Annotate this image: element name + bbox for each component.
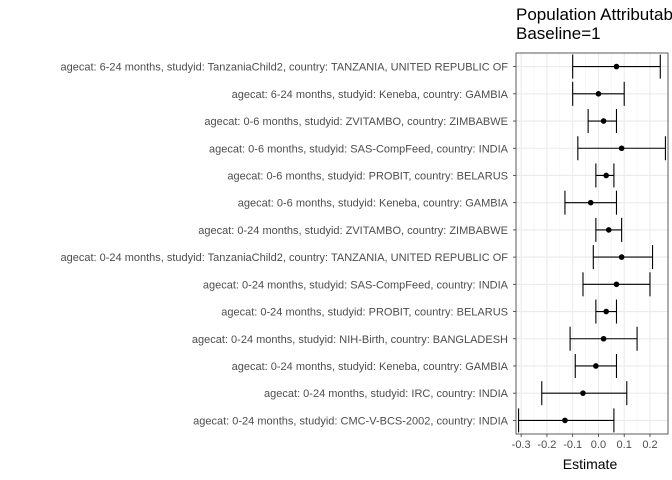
row-label: agecat: 0-24 months, studyid: ZVITAMBO, … <box>198 225 508 237</box>
point-estimate <box>618 145 625 152</box>
forest-row: agecat: 0-24 months, studyid: IRC, count… <box>264 381 628 406</box>
x-axis: -0.3 -0.2 -0.1 0.0 0.1 0.2 <box>512 434 658 451</box>
row-label: agecat: 0-6 months, studyid: PROBIT, cou… <box>227 170 508 182</box>
row-label: agecat: 0-6 months, studyid: SAS-CompFee… <box>209 143 509 155</box>
forest-row: agecat: 0-24 months, studyid: NIH-Birth,… <box>192 326 638 351</box>
point-estimate <box>587 199 594 206</box>
point-estimate <box>613 63 620 70</box>
point-estimate <box>580 390 586 396</box>
x-tick-label: -0.2 <box>537 439 556 451</box>
x-axis-title: Estimate <box>563 456 618 472</box>
row-label: agecat: 0-24 months, studyid: TanzaniaCh… <box>60 252 508 264</box>
point-estimate <box>600 118 607 124</box>
row-label: agecat: 0-6 months, studyid: ZVITAMBO, c… <box>204 116 508 128</box>
row-label: agecat: 6-24 months, studyid: TanzaniaCh… <box>60 62 508 74</box>
chart-title: Population Attributable <box>516 5 672 24</box>
point-estimate <box>562 417 568 424</box>
plot-panel <box>515 52 669 435</box>
forest-row: agecat: 0-6 months, studyid: ZVITAMBO, c… <box>204 109 618 134</box>
point-estimate <box>613 281 620 288</box>
point-estimate <box>605 227 612 233</box>
row-label: agecat: 0-24 months, studyid: IRC, count… <box>264 388 509 400</box>
point-estimate <box>618 254 625 260</box>
panel-border <box>515 52 669 435</box>
forest-row: agecat: 0-6 months, studyid: Keneba, cou… <box>238 190 618 215</box>
x-tick-label: 0.0 <box>591 439 606 451</box>
forest-row: agecat: 0-24 months, studyid: SAS-CompFe… <box>203 272 651 297</box>
row-label: agecat: 6-24 months, studyid: Keneba, co… <box>232 89 509 101</box>
point-estimate <box>603 308 609 315</box>
forest-row: agecat: 6-24 months, studyid: TanzaniaCh… <box>60 54 661 79</box>
point-estimate <box>600 335 607 342</box>
forest-row: agecat: 0-6 months, studyid: PROBIT, cou… <box>227 163 615 188</box>
row-label: agecat: 0-24 months, studyid: SAS-CompFe… <box>203 279 509 291</box>
forest-row: agecat: 6-24 months, studyid: Keneba, co… <box>232 81 625 106</box>
forest-row: agecat: 0-6 months, studyid: SAS-CompFee… <box>209 136 666 161</box>
x-tick-label: -0.1 <box>563 439 582 451</box>
row-label: agecat: 0-24 months, studyid: NIH-Birth,… <box>192 334 508 346</box>
x-tick-label: 0.1 <box>617 439 632 451</box>
forest-row: agecat: 0-24 months, studyid: CMC-V-BCS-… <box>193 408 615 433</box>
forest-row: agecat: 0-24 months, studyid: TanzaniaCh… <box>60 245 654 270</box>
row-label: agecat: 0-24 months, studyid: PROBIT, co… <box>221 307 508 319</box>
row-label: agecat: 0-24 months, studyid: Keneba, co… <box>232 361 509 373</box>
row-label: agecat: 0-6 months, studyid: Keneba, cou… <box>238 198 509 210</box>
point-estimate <box>595 91 602 97</box>
forest-row: agecat: 0-24 months, studyid: ZVITAMBO, … <box>198 217 623 242</box>
panel-background <box>516 53 668 434</box>
chart-subtitle: Baseline=1 <box>516 24 601 43</box>
forest-row: agecat: 0-24 months, studyid: PROBIT, co… <box>221 299 618 324</box>
point-estimate <box>593 363 599 369</box>
x-tick-label: -0.3 <box>512 439 531 451</box>
forest-row: agecat: 0-24 months, studyid: Keneba, co… <box>232 353 618 378</box>
point-estimate <box>603 172 609 179</box>
x-tick-label: 0.2 <box>642 439 657 451</box>
data-rows: agecat: 6-24 months, studyid: TanzaniaCh… <box>60 54 666 433</box>
row-label: agecat: 0-24 months, studyid: CMC-V-BCS-… <box>193 415 509 427</box>
